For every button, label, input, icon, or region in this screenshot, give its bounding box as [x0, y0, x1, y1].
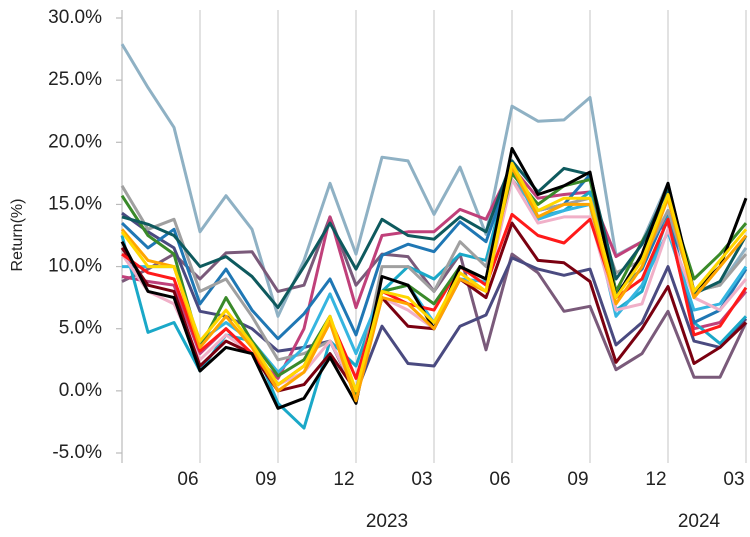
x-year-label: 2023 [366, 511, 408, 532]
y-tick-label: 10.0% [48, 256, 102, 277]
y-tick-label: 30.0% [48, 7, 102, 28]
y-tick-label: 5.0% [59, 318, 102, 339]
x-tick-label: 06 [489, 469, 510, 490]
x-tick-label: 09 [567, 469, 588, 490]
series-line [121, 159, 748, 310]
series-line [120, 161, 748, 393]
y-tick-label: 15.0% [48, 193, 102, 214]
x-tick-label: 03 [411, 469, 432, 490]
y-tick-label: -5.0% [52, 442, 102, 463]
y-tick-label: 25.0% [48, 69, 102, 90]
series-line [121, 212, 748, 387]
x-year-label: 2024 [678, 511, 721, 532]
x-tick-label: 06 [177, 469, 198, 490]
y-tick-label: 0.0% [59, 380, 102, 401]
x-tick-label: 12 [645, 469, 666, 490]
y-tick-label: 20.0% [48, 131, 102, 152]
y-axis-label: Return(%) [9, 199, 26, 272]
x-tick-label: 12 [333, 469, 354, 490]
series-line [120, 165, 748, 403]
x-tick-label: 09 [255, 469, 276, 490]
x-tick-label: 03 [723, 469, 744, 490]
